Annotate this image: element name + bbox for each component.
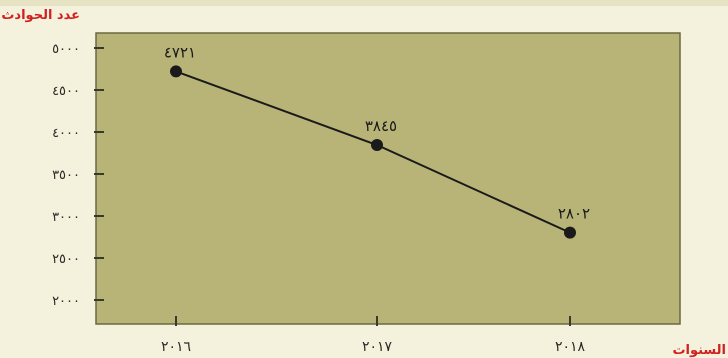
top-strip — [0, 0, 728, 6]
y-axis-label: عدد الحوادث — [1, 8, 80, 23]
data-label: ٢٨٠٢ — [558, 205, 590, 223]
y-tick-label: ٤٥٠٠ — [52, 84, 80, 99]
y-tick-label: ٤٠٠٠ — [52, 126, 80, 141]
data-point — [170, 65, 182, 78]
y-tick-label: ٥٠٠٠ — [52, 42, 80, 57]
x-tick-label: ٢٠١٨ — [555, 339, 586, 355]
data-point — [564, 226, 576, 239]
y-tick-label: ٣٥٠٠ — [52, 168, 80, 183]
x-axis: ٢٠١٦ ٢٠١٧ ٢٠١٨ — [161, 316, 586, 355]
x-axis-label: السنوات — [672, 343, 726, 358]
x-tick-label: ٢٠١٦ — [161, 339, 191, 355]
y-tick-label: ٢٠٠٠ — [52, 294, 80, 309]
series-group: ٤٧٢١ ٣٨٤٥ ٢٨٠٢ — [164, 43, 590, 239]
x-tick-label: ٢٠١٧ — [362, 339, 393, 355]
y-tick-label: ٣٠٠٠ — [52, 210, 80, 225]
data-label: ٣٨٤٥ — [365, 117, 397, 135]
data-label: ٤٧٢١ — [164, 43, 196, 61]
data-point — [371, 139, 383, 152]
y-axis: ٢٠٠٠ ٢٥٠٠ ٣٠٠٠ ٣٥٠٠ ٤٠٠٠ ٤٥٠٠ ٥٠٠٠ — [52, 42, 104, 309]
plot-area — [95, 32, 681, 325]
y-tick-label: ٢٥٠٠ — [52, 252, 80, 267]
